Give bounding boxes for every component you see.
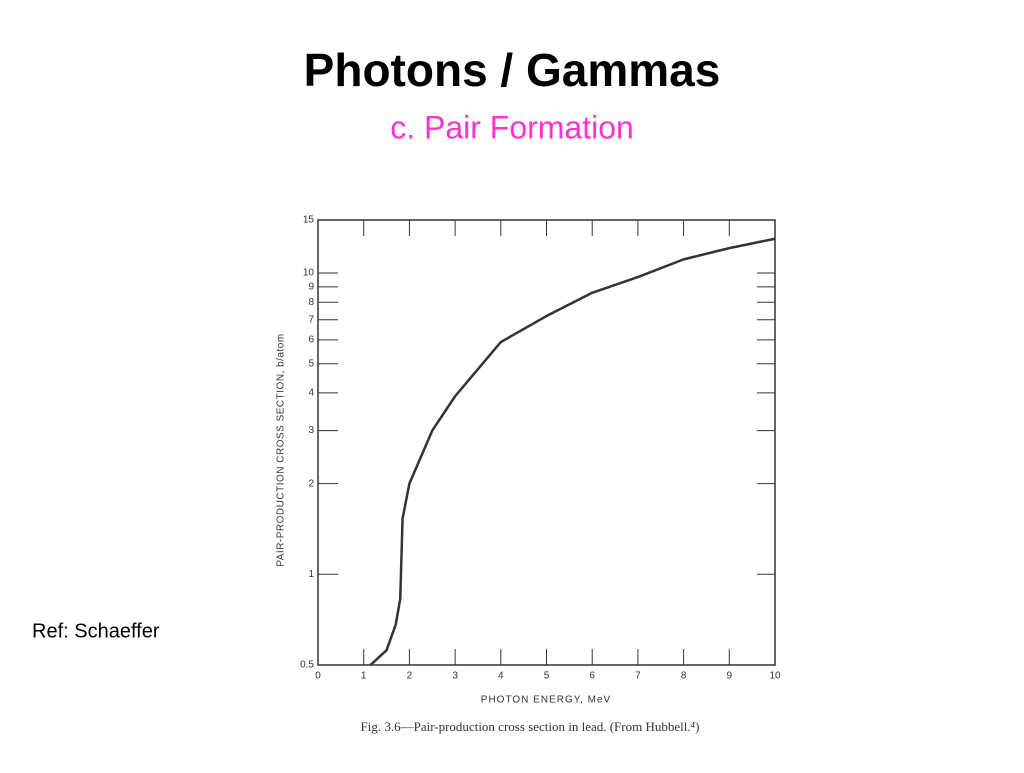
x-tick-label: 5 (544, 671, 550, 682)
reference: Ref: Schaeffer (32, 620, 160, 642)
y-tick-label: 15 (303, 215, 315, 226)
slide-title: Photons / Gammas (304, 44, 721, 96)
y-tick-label: 5 (308, 358, 314, 369)
x-tick-label: 0 (315, 671, 321, 682)
y-tick-label: 1 (308, 569, 314, 580)
y-tick-label: 0.5 (300, 660, 314, 671)
y-tick-label: 7 (308, 314, 314, 325)
x-tick-label: 1 (361, 671, 367, 682)
y-tick-label: 3 (308, 425, 314, 436)
x-axis-label: PHOTON ENERGY, MeV (481, 695, 611, 706)
x-tick-label: 7 (635, 671, 641, 682)
x-tick-label: 6 (589, 671, 595, 682)
y-tick-label: 10 (303, 268, 315, 279)
x-tick-label: 10 (769, 671, 781, 682)
x-tick-label: 8 (681, 671, 687, 682)
data-line (369, 237, 776, 666)
plot-frame (317, 219, 776, 666)
y-tick-label: 6 (308, 335, 314, 346)
slide-subtitle: c. Pair Formation (390, 109, 634, 145)
x-tick-label: 9 (727, 671, 733, 682)
y-tick-label: 9 (308, 281, 314, 292)
y-tick-label: 4 (308, 388, 314, 399)
y-axis-label: PAIR-PRODUCTION CROSS SECTION, b/atom (276, 333, 287, 566)
x-tick-label: 3 (452, 671, 458, 682)
y-tick-label: 8 (308, 297, 314, 308)
figure-caption: Fig. 3.6—Pair-production cross section i… (361, 719, 700, 734)
x-tick-label: 4 (498, 671, 504, 682)
y-tick-label: 2 (308, 478, 314, 489)
x-tick-label: 2 (407, 671, 413, 682)
